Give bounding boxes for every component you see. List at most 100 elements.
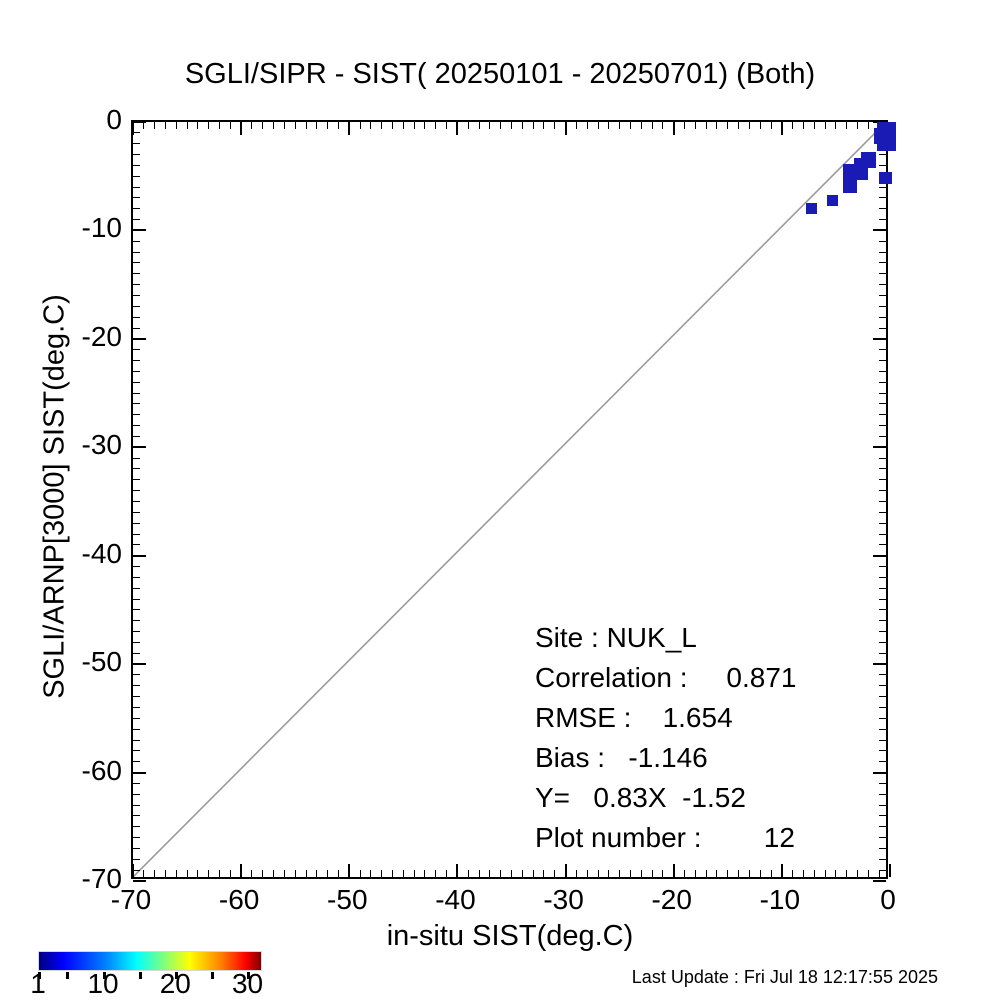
y-axis-minor-tick xyxy=(133,533,140,535)
x-axis-minor-tick xyxy=(521,870,523,877)
y-axis-minor-tick xyxy=(879,598,886,600)
y-axis-minor-tick xyxy=(879,403,886,405)
stat-plot-number: Plot number : 12 xyxy=(535,822,795,853)
y-axis-minor-tick xyxy=(879,186,886,188)
y-axis-minor-tick xyxy=(879,620,886,622)
x-axis-minor-tick xyxy=(143,122,145,129)
x-axis-minor-tick xyxy=(813,122,815,129)
x-axis-minor-tick xyxy=(532,870,534,877)
y-axis-minor-tick xyxy=(133,284,140,286)
colorbar-tick-label: 30 xyxy=(231,968,264,999)
y-axis-minor-tick xyxy=(133,576,140,578)
colorbar-tick xyxy=(37,972,41,979)
x-axis-tick-label: 0 xyxy=(880,884,896,915)
y-axis-minor-tick xyxy=(879,392,886,394)
y-axis-minor-tick xyxy=(133,696,140,698)
y-axis-minor-tick xyxy=(133,479,140,481)
y-axis-minor-tick xyxy=(133,501,140,502)
y-axis-minor-tick xyxy=(133,490,140,492)
x-axis-minor-tick xyxy=(186,870,188,877)
y-axis-minor-tick xyxy=(133,826,140,828)
y-axis-minor-tick xyxy=(133,294,140,296)
x-axis-minor-tick xyxy=(651,870,653,877)
stat-rmse: RMSE : 1.654 xyxy=(535,702,733,733)
x-axis-tick-label: -60 xyxy=(218,884,260,915)
y-axis-minor-tick xyxy=(879,576,886,578)
y-axis-minor-tick xyxy=(133,425,140,427)
y-axis-major-tick xyxy=(873,880,886,882)
x-axis-minor-tick xyxy=(262,122,264,129)
data-point xyxy=(877,121,897,136)
x-axis-minor-tick xyxy=(327,122,329,129)
x-axis-minor-tick xyxy=(694,870,696,877)
x-axis-minor-tick xyxy=(208,870,210,877)
x-axis-minor-tick xyxy=(857,122,859,129)
x-axis-minor-tick xyxy=(802,122,804,129)
x-axis-minor-tick xyxy=(478,122,480,129)
y-axis-minor-tick xyxy=(879,381,886,383)
x-axis-minor-tick xyxy=(694,122,696,129)
x-axis-minor-tick xyxy=(846,870,848,877)
y-axis-minor-tick xyxy=(133,186,140,188)
x-axis-minor-tick xyxy=(500,122,502,129)
y-axis-minor-tick xyxy=(133,164,140,166)
y-axis-minor-tick xyxy=(133,262,140,264)
x-axis-major-tick xyxy=(456,122,459,135)
y-axis-minor-tick xyxy=(133,316,140,318)
y-axis-minor-tick xyxy=(133,468,140,470)
x-axis-minor-tick xyxy=(337,870,339,877)
x-axis-major-tick xyxy=(348,864,351,877)
colorbar-tick xyxy=(174,972,178,979)
x-axis-minor-tick xyxy=(532,122,534,129)
page-title: SGLI/SIPR - SIST( 20250101 - 20250701) (… xyxy=(184,58,816,90)
x-axis-minor-tick xyxy=(316,870,318,877)
stat-regression: Y= 0.83X -1.52 xyxy=(535,782,746,813)
colorbar-tick xyxy=(66,972,70,979)
x-axis-minor-tick xyxy=(597,870,599,877)
y-axis-minor-tick xyxy=(133,750,140,752)
y-axis-minor-tick xyxy=(879,262,886,264)
y-axis-minor-tick xyxy=(133,370,140,372)
y-axis-minor-tick xyxy=(879,435,886,437)
x-axis-major-tick xyxy=(780,864,783,877)
y-axis-tick-label: -40 xyxy=(81,537,122,569)
x-axis-minor-tick xyxy=(857,870,859,877)
colorbar-tick-label: 20 xyxy=(159,968,191,999)
x-axis-tick-label: -50 xyxy=(327,884,368,915)
x-axis-minor-tick xyxy=(219,122,220,129)
y-axis-major-tick xyxy=(873,663,886,666)
x-axis-minor-tick xyxy=(316,122,318,129)
y-axis-minor-tick xyxy=(133,251,140,253)
y-axis-minor-tick xyxy=(879,804,886,806)
x-axis-minor-tick xyxy=(413,122,415,129)
y-axis-minor-tick xyxy=(133,631,140,633)
x-axis-tick-label: -30 xyxy=(543,884,584,915)
y-axis-major-tick xyxy=(133,229,146,232)
x-axis-minor-tick xyxy=(738,122,740,129)
x-axis-minor-tick xyxy=(511,870,512,877)
x-axis-minor-tick xyxy=(511,122,512,129)
data-point xyxy=(879,172,893,185)
y-axis-minor-tick xyxy=(133,305,140,307)
x-axis-minor-tick xyxy=(651,122,653,129)
x-axis-minor-tick xyxy=(727,870,729,877)
y-axis-minor-tick xyxy=(133,674,140,676)
x-axis-minor-tick xyxy=(219,870,220,877)
y-axis-minor-tick xyxy=(133,511,140,513)
last-update-text: Last Update : Fri Jul 18 12:17:55 2025 xyxy=(631,967,938,987)
y-axis-minor-tick xyxy=(879,674,886,676)
y-axis-minor-tick xyxy=(133,143,140,145)
y-axis-minor-tick xyxy=(879,837,886,839)
x-axis-minor-tick xyxy=(748,870,750,877)
x-axis-minor-tick xyxy=(229,870,231,877)
x-axis-minor-tick xyxy=(640,122,642,129)
y-axis-minor-tick xyxy=(879,566,886,568)
x-axis-major-tick xyxy=(672,122,675,135)
y-axis-minor-tick xyxy=(133,544,140,546)
y-axis-minor-tick xyxy=(879,360,886,362)
x-axis-title: in-situ SIST(deg.C) xyxy=(386,920,634,952)
y-axis-minor-tick xyxy=(879,793,886,795)
x-axis-tick-label: -40 xyxy=(435,884,476,915)
x-axis-minor-tick xyxy=(402,122,404,129)
